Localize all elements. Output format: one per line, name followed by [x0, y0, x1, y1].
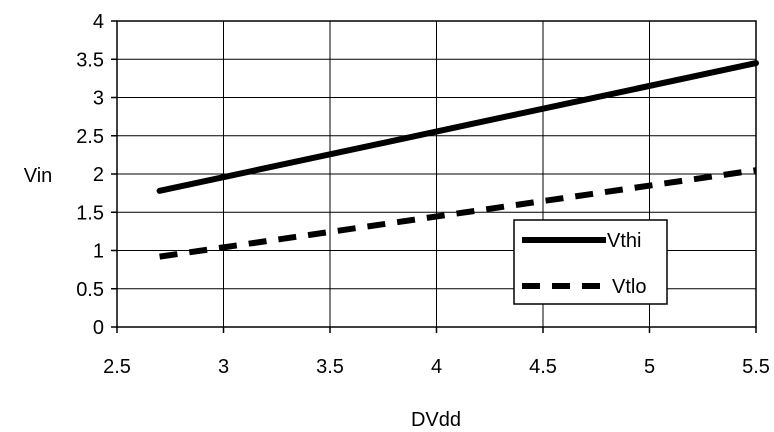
- y-tick-label: 3.5: [76, 49, 104, 71]
- y-tick-label: 3: [93, 88, 104, 110]
- x-axis-label: DVdd: [411, 409, 461, 431]
- x-tick-label: 3: [218, 356, 229, 378]
- legend-label-vtlo: Vtlo: [612, 276, 646, 298]
- x-axis: 2.5 3 3.5 4 4.5 5 5.5: [103, 327, 770, 378]
- y-tick-label: 2.5: [76, 126, 104, 148]
- x-tick-label: 4: [431, 356, 442, 378]
- series-group: [156, 60, 759, 260]
- x-tick-label: 3.5: [316, 356, 344, 378]
- x-tick-label: 2.5: [103, 356, 131, 378]
- series-line-vthi: [156, 60, 759, 194]
- x-tick-label: 5.5: [742, 356, 770, 378]
- y-tick-label: 0: [93, 317, 104, 339]
- legend-box: [513, 219, 668, 305]
- x-tick-label: 4.5: [529, 356, 557, 378]
- y-tick-label: 4: [93, 11, 104, 33]
- y-axis-label: Vin: [24, 165, 53, 187]
- y-tick-label: 2: [93, 164, 104, 186]
- legend-label-vthi: Vthi: [607, 230, 641, 252]
- y-tick-label: 1.5: [76, 202, 104, 224]
- legend: Vthi Vtlo: [513, 219, 668, 305]
- y-tick-label: 0.5: [76, 279, 104, 301]
- series-line-vtlo: [159, 167, 757, 260]
- x-tick-label: 5: [644, 356, 655, 378]
- y-tick-label: 1: [93, 241, 104, 263]
- y-axis: 0 0.5 1 1.5 2 2.5 3 3.5 4: [76, 11, 117, 339]
